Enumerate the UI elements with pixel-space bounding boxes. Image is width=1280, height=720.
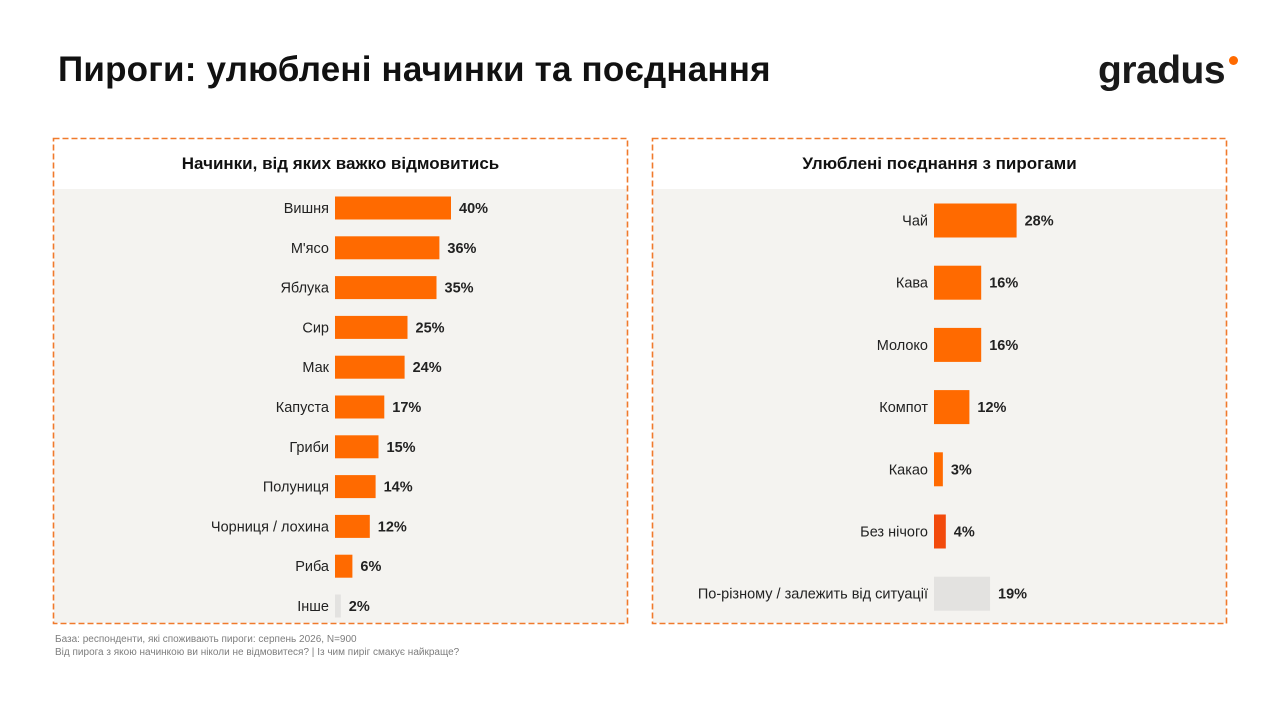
pairings-value-label: 19%: [998, 587, 1027, 603]
fillings-value-label: 40%: [459, 201, 488, 217]
gradus-logo: gradus: [1098, 48, 1244, 100]
fillings-value-label: 35%: [445, 281, 474, 297]
fillings-category-label: Мак: [302, 360, 329, 376]
fillings-bar: [335, 315, 408, 339]
pairings-category-label: Без нічого: [860, 525, 928, 541]
footnote-questions: Від пирога з якою начинкою ви ніколи не …: [55, 647, 460, 658]
fillings-category-label: Капуста: [276, 400, 330, 416]
pairings-bar: [934, 514, 946, 549]
pairings-category-label: Чай: [902, 214, 928, 230]
fillings-category-label: Чорниця / лохина: [211, 519, 330, 535]
fillings-bar: [335, 475, 376, 499]
fillings-category-label: Гриби: [289, 440, 329, 456]
fillings-bar: [335, 554, 353, 578]
fillings-value-label: 36%: [447, 241, 476, 257]
pairings-category-label: Молоко: [877, 338, 928, 354]
pairings-chart-frame: [651, 137, 1228, 625]
fillings-chart-frame: [52, 137, 629, 625]
pairings-bar: [934, 265, 982, 300]
pairings-value-label: 3%: [951, 462, 972, 478]
pairings-bar-chart: Чай 28% Кава 16% Молоко 16% Компот 12% Какао 3% Бе…: [698, 203, 1054, 611]
pairings-value-label: 12%: [977, 400, 1006, 416]
pairings-bar: [934, 452, 943, 487]
pairings-value-label: 4%: [954, 525, 975, 541]
pairings-value-label: 16%: [989, 276, 1018, 292]
pairings-value-label: 28%: [1025, 214, 1054, 230]
fillings-chart-title: Начинки, від яких важко відмовитись: [181, 154, 500, 173]
fillings-bar: [335, 276, 437, 300]
fillings-value-label: 25%: [416, 320, 445, 336]
fillings-category-label: Риба: [295, 559, 330, 575]
footnote-base: База: респонденти, які споживають пироги…: [55, 634, 357, 645]
fillings-bar: [335, 395, 385, 419]
fillings-category-label: Яблука: [280, 281, 329, 297]
pairings-category-label: По-різному / залежить від ситуації: [698, 587, 928, 603]
fillings-value-label: 6%: [360, 559, 381, 575]
logo-wordmark: gradus: [1098, 49, 1226, 92]
logo-dot-icon: [1229, 56, 1238, 65]
fillings-category-label: Полуниця: [263, 480, 329, 496]
pairings-category-label: Кава: [896, 276, 929, 292]
pairings-bar: [934, 203, 1017, 238]
fillings-category-label: М'ясо: [291, 241, 329, 257]
pairings-bar: [934, 576, 991, 611]
fillings-bar: [335, 594, 341, 618]
pairings-value-label: 16%: [989, 338, 1018, 354]
pairings-category-label: Какао: [889, 462, 928, 478]
fillings-chart-panel: Начинки, від яких важко відмовитись Вишн…: [52, 137, 629, 625]
fillings-bar: [335, 355, 405, 379]
fillings-bar: [335, 196, 451, 220]
fillings-value-label: 15%: [387, 440, 416, 456]
fillings-value-label: 12%: [378, 519, 407, 535]
fillings-bar-chart: Вишня 40% М'ясо 36% Яблука 35% Сир 25% Мак 24% Кап…: [211, 196, 488, 618]
fillings-value-label: 17%: [392, 400, 421, 416]
pairings-chart-title: Улюблені поєднання з пирогами: [802, 154, 1077, 173]
fillings-bar: [335, 435, 379, 459]
page-title: Пироги: улюблені начинки та поєднання: [58, 50, 771, 89]
fillings-category-label: Вишня: [284, 201, 329, 217]
pairings-bar: [934, 327, 982, 362]
fillings-value-label: 2%: [349, 599, 370, 615]
pairings-category-label: Компот: [879, 400, 928, 416]
fillings-bar: [335, 514, 370, 538]
fillings-category-label: Інше: [297, 599, 329, 615]
fillings-bar: [335, 236, 440, 260]
fillings-chart-header: Начинки, від яких важко відмовитись: [54, 139, 627, 189]
fillings-value-label: 14%: [384, 480, 413, 496]
pairings-chart-panel: Улюблені поєднання з пирогами Чай 28% Кава…: [651, 137, 1228, 625]
fillings-category-label: Сир: [302, 320, 329, 336]
pairings-bar: [934, 390, 970, 425]
pairings-chart-header: Улюблені поєднання з пирогами: [653, 139, 1226, 189]
fillings-value-label: 24%: [413, 360, 442, 376]
